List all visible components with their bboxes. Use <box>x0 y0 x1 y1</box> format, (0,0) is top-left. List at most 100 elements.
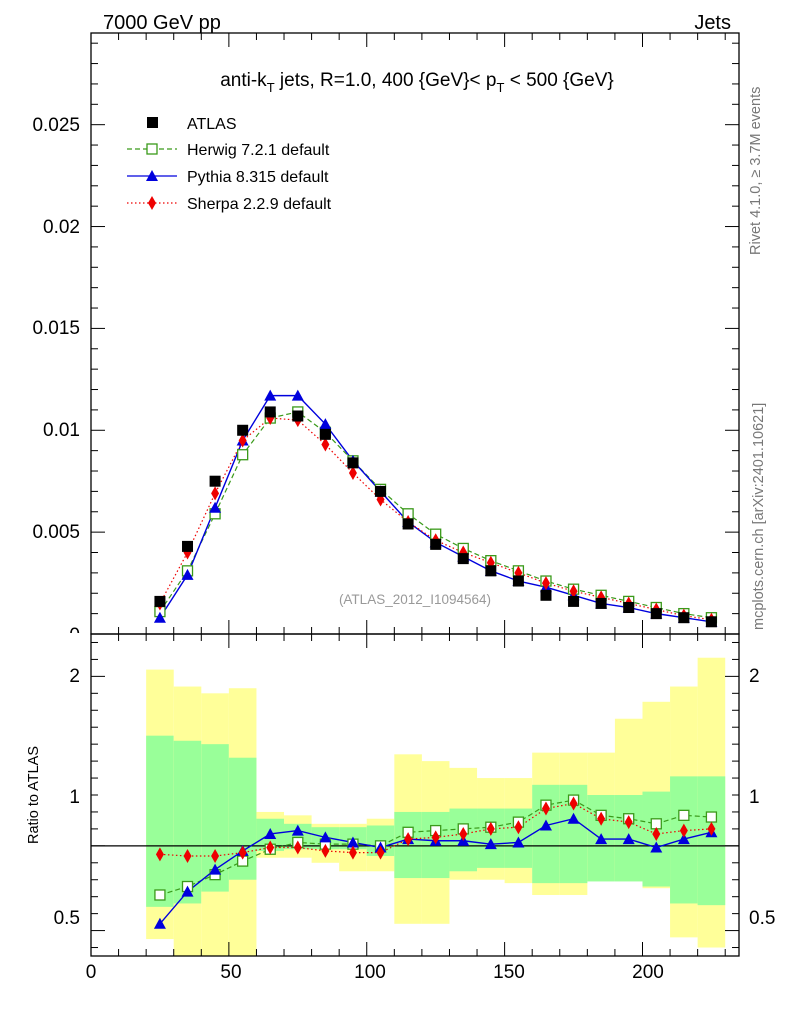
data-point-atlas <box>512 575 524 587</box>
data-point-atlas <box>678 612 690 624</box>
data-point-atlas <box>540 589 552 601</box>
ratio-point-sherpa <box>183 849 192 864</box>
legend-label-pythia: Pythia 8.315 default <box>187 169 329 186</box>
data-point-pythia <box>319 418 332 430</box>
ratio-point-sherpa <box>597 811 606 826</box>
ratio-point-pythia <box>264 827 277 839</box>
data-point-atlas <box>347 457 359 469</box>
ratio-point-sherpa <box>266 840 275 855</box>
legend-entry-sherpa: Sherpa 2.2.9 default <box>127 196 332 213</box>
data-point-pythia <box>153 611 166 623</box>
data-point-atlas <box>485 565 497 577</box>
uncertainty-band-inner <box>697 776 726 906</box>
y-tick-label-main-zero: 0 <box>69 625 80 646</box>
data-point-pythia <box>209 501 222 513</box>
ratio-point-sherpa <box>514 820 523 835</box>
header-left: 7000 GeV pp <box>103 12 221 34</box>
legend-label-atlas: ATLAS <box>187 116 237 133</box>
uncertainty-band-inner <box>173 740 202 904</box>
ratio-point-sherpa <box>155 847 164 862</box>
data-point-atlas <box>154 595 166 607</box>
ratio-point-pythia <box>484 838 497 850</box>
x-tick-label: 0 <box>86 962 97 983</box>
ratio-point-sherpa <box>486 821 495 836</box>
data-point-herwig <box>237 449 249 461</box>
side-label-top: Rivet 4.1.0, ≥ 3.7M events <box>748 87 764 255</box>
ratio-point-pythia <box>319 831 332 843</box>
ratio-point-sherpa <box>541 801 550 816</box>
ratio-point-sherpa <box>431 830 440 845</box>
data-point-atlas <box>264 406 276 418</box>
data-point-sherpa <box>348 466 357 481</box>
data-point-atlas <box>705 616 717 628</box>
y-tick-label-ratio: 0.5 <box>54 908 80 929</box>
y-tick-label-main: 0.01 <box>43 420 80 441</box>
data-point-atlas <box>568 595 580 607</box>
ratio-point-herwig <box>154 889 166 901</box>
data-point-sherpa <box>238 433 247 448</box>
data-point-atlas <box>182 540 194 552</box>
data-point-atlas <box>402 518 414 530</box>
ratio-point-sherpa <box>321 843 330 858</box>
ratio-point-pythia <box>595 833 608 845</box>
ratio-point-pythia <box>181 885 194 897</box>
ratio-point-sherpa <box>348 845 357 860</box>
ratio-point-pythia <box>209 863 222 875</box>
y-tick-label-main: 0.015 <box>32 318 80 339</box>
ratio-point-pythia <box>291 824 304 836</box>
data-point-sherpa <box>541 576 550 591</box>
y-tick-label-main: 0.02 <box>43 217 80 238</box>
legend-entry-herwig: Herwig 7.2.1 default <box>127 142 330 159</box>
ratio-point-sherpa <box>238 845 247 860</box>
x-tick-label: 200 <box>632 962 664 983</box>
ratio-line-sherpa <box>159 802 712 857</box>
ratio-axis-title: Ratio to ATLAS <box>26 746 42 844</box>
y-tick-label-ratio-right: 2 <box>749 666 760 687</box>
x-tick-label: 100 <box>354 962 386 983</box>
ratio-point-herwig <box>705 811 718 823</box>
ratio-point-sherpa <box>624 815 633 830</box>
series-line-sherpa <box>159 417 712 621</box>
data-point-atlas <box>595 597 607 609</box>
data-point-atlas <box>237 424 249 436</box>
ratio-point-sherpa <box>376 845 385 860</box>
y-tick-label-ratio: 1 <box>69 787 80 808</box>
ratio-point-sherpa <box>679 823 688 838</box>
ratio-point-sherpa <box>404 832 413 847</box>
legend-marker-pythia <box>146 170 158 181</box>
ratio-point-pythia <box>677 833 690 845</box>
ratio-point-sherpa <box>459 826 468 841</box>
y-tick-label-main: 0.005 <box>32 522 80 543</box>
ratio-point-sherpa <box>569 796 578 811</box>
y-tick-label-ratio-right: 0.5 <box>749 908 775 929</box>
ratio-point-pythia <box>567 812 580 824</box>
y-tick-label-ratio: 2 <box>69 666 80 687</box>
data-point-sherpa <box>321 437 330 452</box>
data-point-atlas <box>209 475 221 487</box>
legend-label-herwig: Herwig 7.2.1 default <box>187 142 330 159</box>
legend-label-sherpa: Sherpa 2.2.9 default <box>187 196 332 213</box>
uncertainty-band-inner <box>146 735 174 907</box>
legend-marker-sherpa <box>148 196 156 210</box>
data-point-atlas <box>430 538 442 550</box>
ratio-point-sherpa <box>293 840 302 855</box>
ratio-point-sherpa <box>211 849 220 864</box>
data-point-pythia <box>291 389 304 401</box>
ratio-point-pythia <box>622 833 635 845</box>
data-point-atlas <box>375 485 387 497</box>
ratio-point-pythia <box>539 819 552 831</box>
analysis-watermark: (ATLAS_2012_I1094564) <box>339 592 491 607</box>
data-point-sherpa <box>569 584 578 599</box>
data-point-atlas <box>319 428 331 440</box>
ratio-point-pythia <box>346 836 359 848</box>
y-tick-label-ratio-right: 1 <box>749 787 760 808</box>
chart-title: anti-kT jets, R=1.0, 400 {GeV}< pT < 500… <box>220 70 614 95</box>
legend: ATLAS Herwig 7.2.1 default Pythia 8.315 … <box>127 116 332 213</box>
legend-entry-pythia: Pythia 8.315 default <box>127 169 329 186</box>
ratio-point-sherpa <box>652 826 661 841</box>
data-point-pythia <box>181 568 194 580</box>
data-point-pythia <box>264 389 277 401</box>
legend-marker-herwig <box>146 143 158 155</box>
data-point-atlas <box>457 553 469 565</box>
